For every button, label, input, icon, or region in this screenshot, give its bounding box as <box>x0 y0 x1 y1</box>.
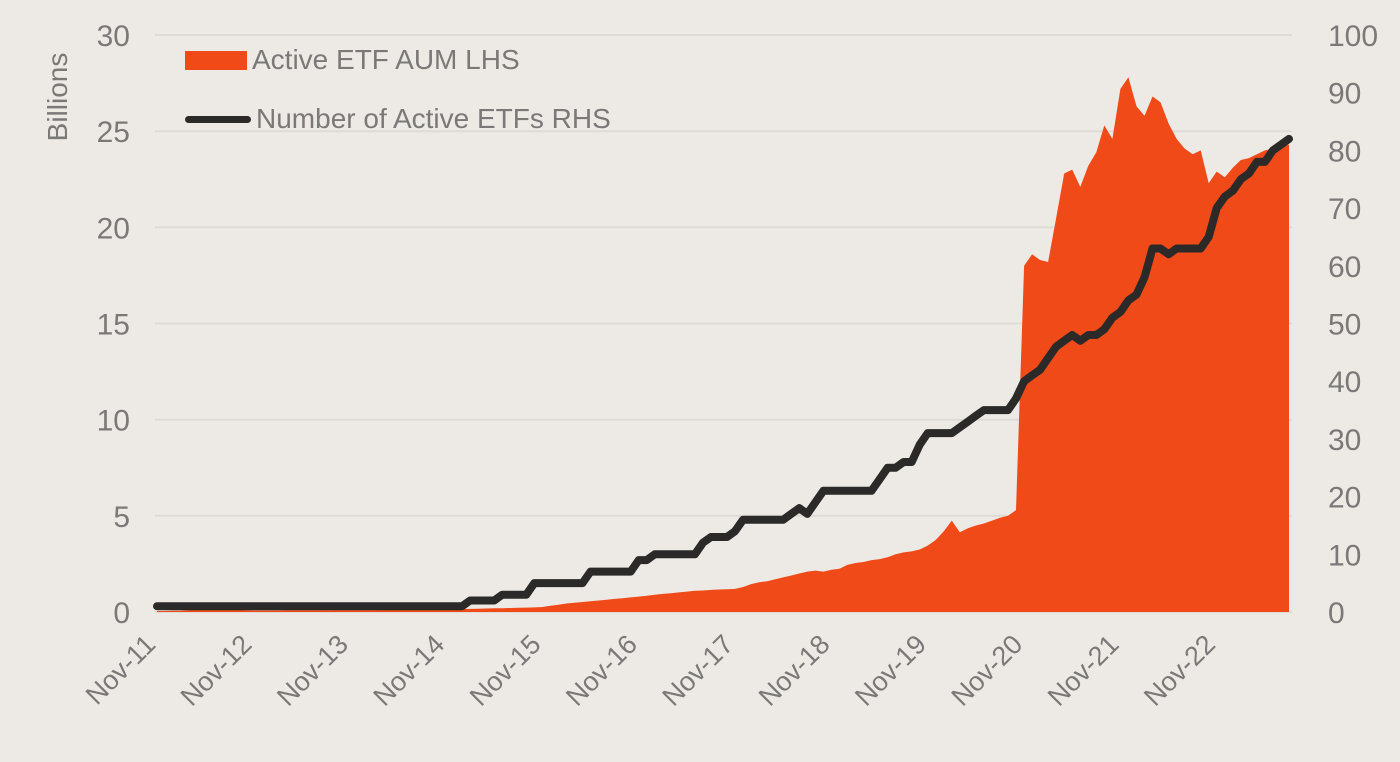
right-axis-tick: 90 <box>1328 78 1361 111</box>
right-axis-tick: 50 <box>1328 309 1361 342</box>
x-axis-tick: Nov-17 <box>656 629 739 712</box>
x-axis-tick: Nov-22 <box>1138 629 1221 712</box>
legend-label-etf-count: Number of Active ETFs RHS <box>256 103 611 134</box>
right-axis-tick: 60 <box>1328 251 1361 284</box>
left-axis-tick: 25 <box>97 116 130 149</box>
left-axis-tick: 15 <box>97 309 130 342</box>
legend-label-aum: Active ETF AUM LHS <box>252 44 520 75</box>
x-axis-tick: Nov-13 <box>271 629 354 712</box>
x-axis-tick: Nov-14 <box>367 629 450 712</box>
x-axis-tick: Nov-11 <box>80 629 161 710</box>
x-axis-tick: Nov-18 <box>753 629 836 712</box>
x-axis-tick: Nov-19 <box>849 629 932 712</box>
left-axis-tick: 0 <box>113 597 130 630</box>
left-axis-tick: 10 <box>97 405 130 438</box>
gridlines <box>155 34 1292 613</box>
legend-item-etf-count: Number of Active ETFs RHS <box>185 103 611 135</box>
left-axis-tick: 5 <box>113 501 130 534</box>
etf-count-line-swatch <box>185 115 251 123</box>
x-axis-tick: Nov-16 <box>560 629 643 712</box>
x-axis-tick: Nov-15 <box>464 629 547 712</box>
etf-count-line-series <box>153 134 1293 611</box>
right-axis-tick: 100 <box>1328 20 1378 53</box>
x-axis-ticks: Nov-11 Nov-12 Nov-13 Nov-14 Nov-15 Nov-16 Nov-… <box>80 629 1221 712</box>
right-axis-tick: 10 <box>1328 539 1361 572</box>
x-axis-tick: Nov-12 <box>175 629 258 712</box>
right-axis-ticks: 0 10 20 30 40 50 60 70 80 90 100 <box>1328 20 1378 630</box>
aum-area-series <box>157 77 1289 613</box>
left-axis-title: Billions <box>42 52 73 142</box>
left-axis-tick: 20 <box>97 212 130 245</box>
x-axis-tick: Nov-20 <box>946 629 1029 712</box>
left-axis-ticks: 0 5 10 15 20 25 30 <box>97 20 130 630</box>
aum-area-swatch <box>185 50 247 70</box>
x-axis-tick: Nov-21 <box>1042 629 1125 712</box>
right-axis-tick: 0 <box>1328 597 1345 630</box>
right-axis-tick: 30 <box>1328 424 1361 457</box>
right-axis-tick: 20 <box>1328 482 1361 515</box>
legend-item-aum: Active ETF AUM LHS <box>185 44 520 76</box>
right-axis-tick: 80 <box>1328 135 1361 168</box>
right-axis-tick: 70 <box>1328 193 1361 226</box>
right-axis-tick: 40 <box>1328 366 1361 399</box>
left-axis-tick: 30 <box>97 20 130 53</box>
